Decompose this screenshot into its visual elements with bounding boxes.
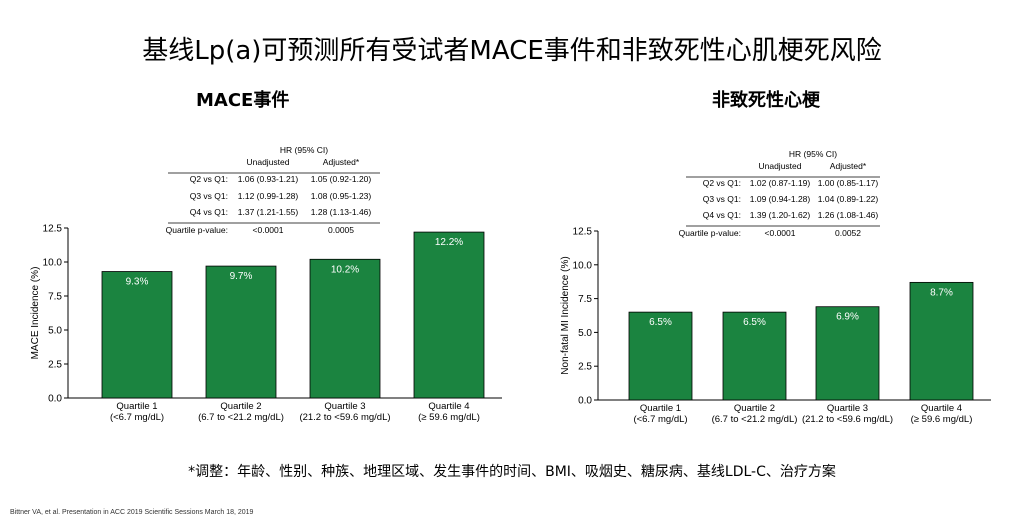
hr-col-adjusted: Adjusted* bbox=[830, 161, 867, 171]
bar-value-label: 6.5% bbox=[649, 317, 672, 328]
hr-adjusted-value: 1.00 (0.85-1.17) bbox=[818, 178, 879, 188]
y-tick-label: 0.0 bbox=[578, 396, 592, 407]
x-tick-label: Quartile 2 bbox=[734, 403, 775, 414]
x-tick-label: (6.7 to <21.2 mg/dL) bbox=[712, 414, 798, 425]
hr-row-label: Q2 vs Q1: bbox=[703, 178, 741, 188]
x-tick-label: (≥ 59.6 mg/dL) bbox=[911, 414, 973, 425]
bar-value-label: 8.7% bbox=[930, 287, 953, 298]
bar-value-label: 6.5% bbox=[743, 317, 766, 328]
y-tick-label: 2.5 bbox=[578, 362, 592, 373]
y-tick-label: 10.0 bbox=[573, 260, 593, 271]
y-tick-label: 12.5 bbox=[573, 227, 593, 238]
hr-row-label: Q3 vs Q1: bbox=[703, 194, 741, 204]
hr-adjusted-value: 1.04 (0.89-1.22) bbox=[818, 194, 879, 204]
pvalue-adjusted: 0.0052 bbox=[835, 228, 861, 238]
y-axis-label: Non-fatal MI Incidence (%) bbox=[560, 256, 571, 374]
bar-value-label: 6.9% bbox=[836, 312, 859, 323]
hr-row-label: Q4 vs Q1: bbox=[703, 210, 741, 220]
x-tick-label: Quartile 1 bbox=[640, 403, 681, 414]
hr-unadjusted-value: 1.39 (1.20-1.62) bbox=[750, 210, 811, 220]
pvalue-unadjusted: <0.0001 bbox=[765, 228, 796, 238]
y-tick-label: 5.0 bbox=[578, 328, 592, 339]
y-tick-label: 7.5 bbox=[578, 294, 592, 305]
hr-col-unadjusted: Unadjusted bbox=[758, 161, 801, 171]
bar bbox=[910, 282, 973, 400]
hr-table-header: HR (95% CI) bbox=[789, 149, 837, 159]
hr-unadjusted-value: 1.09 (0.94-1.28) bbox=[750, 194, 811, 204]
x-tick-label: Quartile 4 bbox=[921, 403, 962, 414]
x-tick-label: Quartile 3 bbox=[827, 403, 868, 414]
x-tick-label: (<6.7 mg/dL) bbox=[633, 414, 687, 425]
nonfatal-mi-bar-chart: 0.0 2.5 5.0 7.5 10.0 12.5 Non-fatal MI Inciden… bbox=[0, 0, 1024, 440]
citation: Bittner VA, et al. Presentation in ACC 2… bbox=[10, 509, 253, 516]
adjustment-footnote: *调整：年龄、性别、种族、地理区域、发生事件的时间、BMI、吸烟史、糖尿病、基线… bbox=[0, 461, 1024, 481]
hr-adjusted-value: 1.26 (1.08-1.46) bbox=[818, 210, 879, 220]
pvalue-label: Quartile p-value: bbox=[679, 228, 741, 238]
x-tick-label: (21.2 to <59.6 mg/dL) bbox=[802, 414, 893, 425]
hr-unadjusted-value: 1.02 (0.87-1.19) bbox=[750, 178, 811, 188]
